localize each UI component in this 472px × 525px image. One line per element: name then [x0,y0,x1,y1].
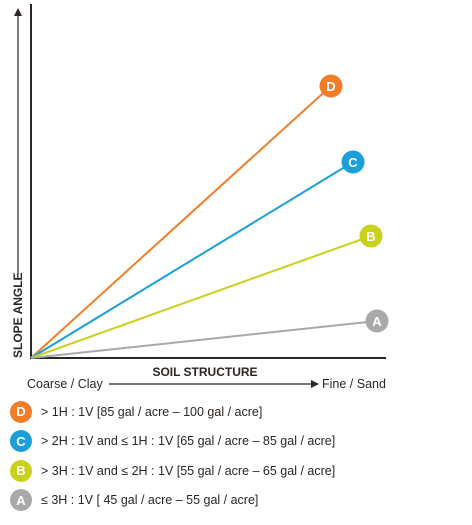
series-badge-d: D [319,74,343,98]
chart-area: SLOPE ANGLE SOIL STRUCTURE Coarse / Clay… [11,4,389,391]
legend-text-b: > 3H : 1V and ≤ 2H : 1V [55 gal / acre –… [41,463,336,478]
series-badge-a-label: A [372,314,382,329]
legend-text-d: > 1H : 1V [85 gal / acre – 100 gal / acr… [41,404,263,419]
series-badge-c: C [341,150,365,174]
series-line-d [30,85,332,359]
series-badge-a: A [365,309,389,333]
x-end-label: Fine / Sand [322,377,386,391]
series-line-c [30,161,354,359]
series-badge-d-label: D [326,79,335,94]
series-line-b [30,235,372,359]
legend-item-d: D > 1H : 1V [85 gal / acre – 100 gal / a… [10,397,465,427]
legend-item-a: A ≤ 3H : 1V [ 45 gal / acre – 55 gal / a… [10,486,465,516]
legend-badge-b: B [10,459,32,482]
series-line-a [30,320,378,359]
series-badge-b-label: B [366,229,375,244]
legend: D > 1H : 1V [85 gal / acre – 100 gal / a… [10,397,465,515]
y-axis-label: SLOPE ANGLE [11,272,25,358]
legend-badge-c: C [10,430,32,453]
legend-item-c: C > 2H : 1V and ≤ 1H : 1V [65 gal / acre… [10,427,465,457]
legend-badge-d: D [10,400,32,423]
legend-item-b: B > 3H : 1V and ≤ 2H : 1V [55 gal / acre… [10,456,465,486]
legend-badge-a: A [10,489,32,512]
x-axis-label: SOIL STRUCTURE [152,365,257,379]
legend-text-a: ≤ 3H : 1V [ 45 gal / acre – 55 gal / acr… [41,493,259,508]
legend-text-c: > 2H : 1V and ≤ 1H : 1V [65 gal / acre –… [41,434,336,449]
x-start-label: Coarse / Clay [27,377,103,391]
series-badge-c-label: C [348,155,358,170]
series-badge-b: B [359,224,383,248]
